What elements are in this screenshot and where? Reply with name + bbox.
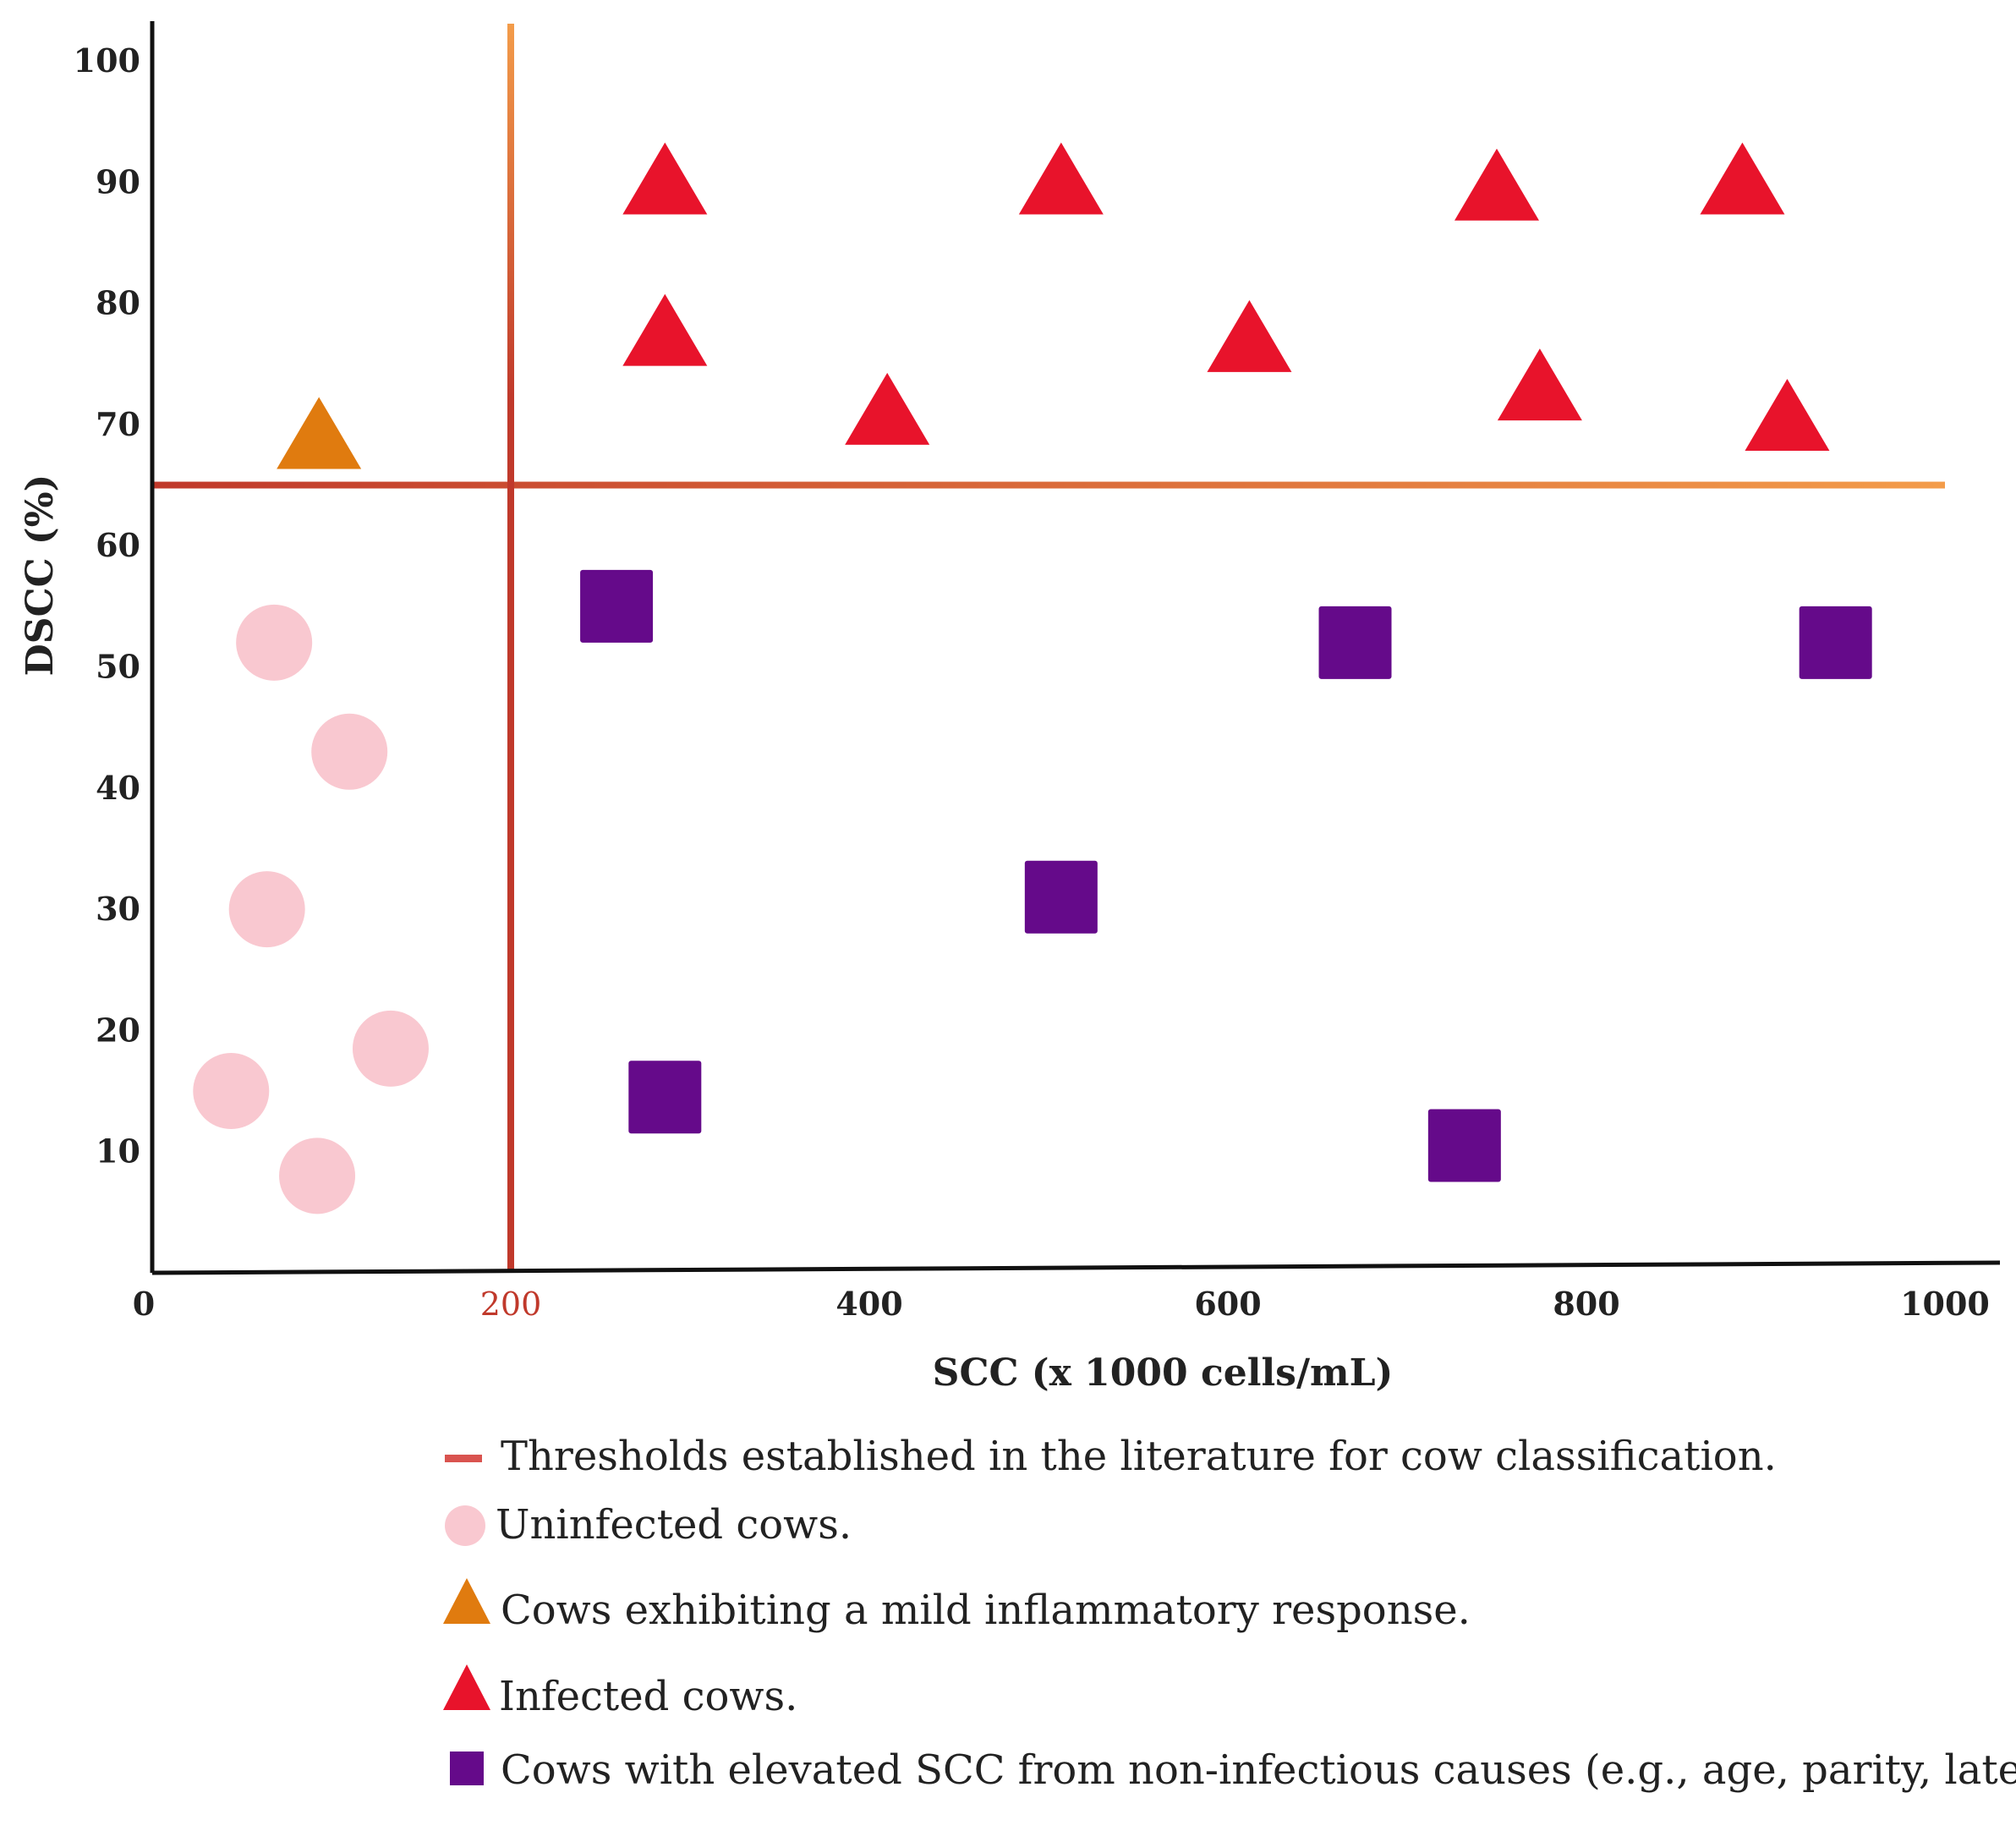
infected-point xyxy=(622,142,708,215)
non-infectious-point xyxy=(628,1061,702,1134)
uninfected-point xyxy=(279,1138,356,1214)
infected-point xyxy=(1700,142,1785,215)
legend-mild-inflammatory-swatch xyxy=(443,1578,490,1624)
infected-point xyxy=(1018,142,1104,215)
non-infectious-point xyxy=(1799,606,1872,679)
infected-point xyxy=(1454,148,1539,221)
y-tick-label: 90 xyxy=(96,162,140,200)
threshold-line-dscc xyxy=(152,481,1945,489)
y-tick-label: 30 xyxy=(96,890,140,928)
non-infectious-point xyxy=(1024,860,1098,934)
legend-non-infectious-swatch xyxy=(450,1752,484,1785)
x-tick-label: 600 xyxy=(1194,1285,1261,1323)
legend-mild-inflammatory-label: Cows exhibiting a mild inflammatory resp… xyxy=(501,1587,1471,1634)
axes xyxy=(150,21,2001,1275)
data-points xyxy=(193,142,1872,1214)
uninfected-point xyxy=(311,713,388,790)
legend-uninfected-label: Uninfected cows. xyxy=(496,1501,852,1549)
threshold-lines xyxy=(152,24,1945,1273)
non-infectious-point xyxy=(1427,1109,1501,1182)
x-tick-label: 0 xyxy=(133,1285,155,1323)
legend-threshold-label: Thresholds established in the literature… xyxy=(501,1433,1777,1480)
y-tick-label: 70 xyxy=(96,405,140,443)
infected-point xyxy=(622,293,708,366)
y-tick-label: 50 xyxy=(96,648,140,686)
y-tick-label: 40 xyxy=(96,769,140,807)
y-tick-label: 10 xyxy=(96,1132,140,1170)
uninfected-point xyxy=(228,871,305,948)
x-tick-label: 400 xyxy=(835,1285,902,1323)
infected-point xyxy=(845,372,930,445)
legend: Thresholds established in the literature… xyxy=(443,1433,2016,1794)
legend-uninfected-swatch xyxy=(445,1505,485,1546)
x-tick-labels: 0 200 400 600 800 1000 xyxy=(133,1285,1990,1323)
y-tick-label: 60 xyxy=(96,526,140,564)
x-tick-label: 200 xyxy=(480,1286,542,1323)
y-tick-label: 20 xyxy=(96,1011,140,1049)
x-axis-title: SCC (x 1000 cells/mL) xyxy=(933,1351,1394,1395)
infected-point xyxy=(1497,348,1582,421)
non-infectious-point xyxy=(580,569,654,643)
uninfected-point xyxy=(193,1053,270,1130)
non-infectious-point xyxy=(1318,606,1392,679)
x-tick-label: 1000 xyxy=(1900,1285,1990,1323)
legend-infected-swatch xyxy=(443,1664,490,1710)
infected-point xyxy=(1745,378,1830,451)
y-axis-title: DSCC (%) xyxy=(19,474,62,677)
x-axis-line xyxy=(151,1260,2001,1275)
x-tick-label: 800 xyxy=(1553,1285,1619,1323)
y-tick-labels: 10 20 30 40 50 60 70 80 90 100 xyxy=(74,41,140,1170)
legend-infected-label: Infected cows. xyxy=(499,1673,797,1720)
uninfected-point xyxy=(352,1010,429,1087)
threshold-line-scc xyxy=(507,24,514,1273)
legend-threshold-swatch xyxy=(445,1455,482,1462)
mild-inflammatory-point xyxy=(277,397,362,469)
legend-non-infectious-label: Cows with elevated SCC from non-infectio… xyxy=(501,1746,2016,1794)
y-tick-label: 100 xyxy=(74,41,140,79)
y-tick-label: 80 xyxy=(96,284,140,322)
uninfected-point xyxy=(236,604,313,681)
infected-point xyxy=(1207,299,1292,372)
